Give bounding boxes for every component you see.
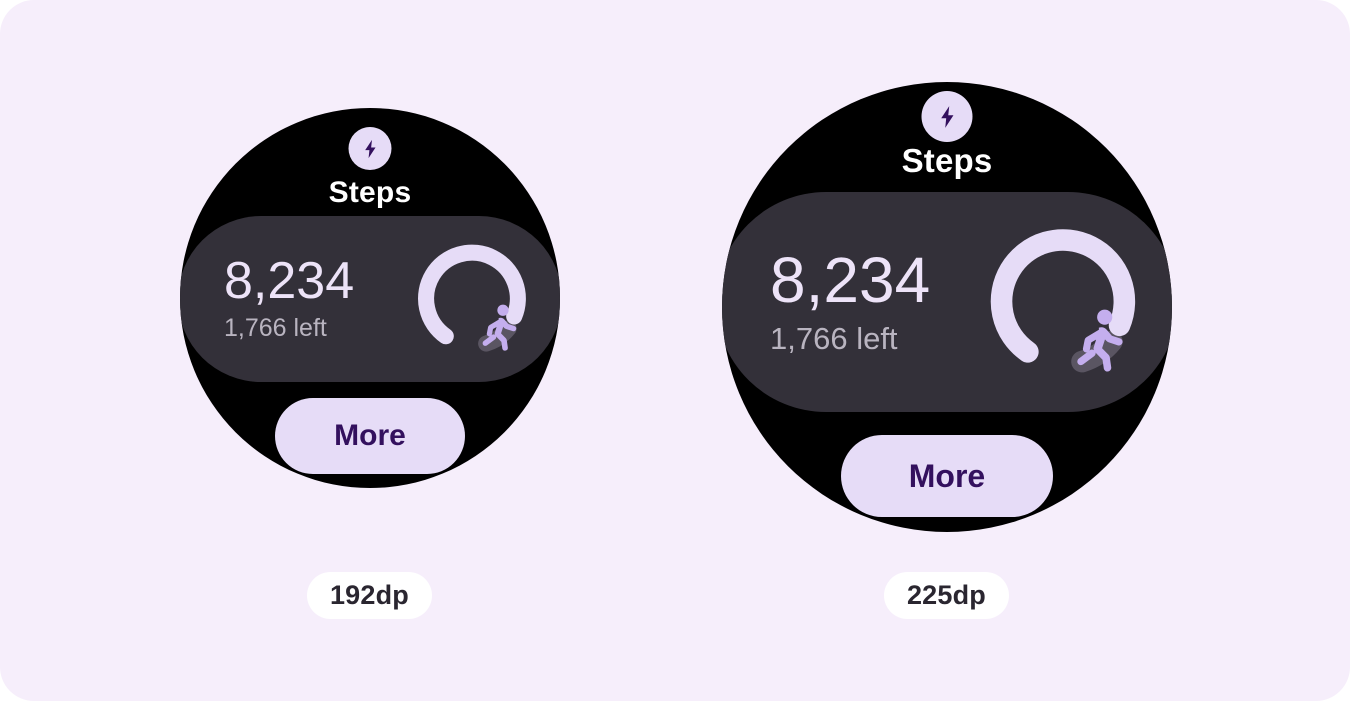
watch-title-text: Steps [328,176,412,209]
bolt-badge [921,91,973,142]
steps-remaining-label: 1,766 left [770,320,898,356]
steps-progress-ring-large [980,219,1146,385]
watch-preview-large: Steps 8,234 1,766 left [722,82,1172,532]
watch-screen-small: Steps 8,234 1,766 left [180,108,560,488]
more-button-label: More [908,457,986,494]
steps-remaining-label: 1,766 left [224,314,327,343]
size-chip-225dp: 225dp [884,572,1009,619]
metric-text-block: 8,234 1,766 left [770,244,980,356]
more-button-small[interactable]: More [275,398,465,474]
more-button-label: More [334,419,406,452]
watch-title-large: Steps [722,142,1172,180]
steps-count-value: 8,234 [770,244,931,317]
steps-metric-card-small[interactable]: 8,234 1,766 left [180,216,560,382]
size-chip-label: 192dp [329,580,410,610]
bolt-icon [359,138,381,160]
steps-metric-card-large[interactable]: 8,234 1,766 left [722,192,1172,412]
more-button-large[interactable]: More [841,435,1053,517]
watch-title-text: Steps [901,142,993,179]
watch-title-small: Steps [180,176,560,210]
size-chip-192dp: 192dp [307,572,432,619]
bolt-icon [934,104,960,130]
watch-screen-large: Steps 8,234 1,766 left [722,82,1172,532]
steps-progress-ring-small [410,237,534,361]
size-chip-label: 225dp [906,580,987,610]
metric-text-block: 8,234 1,766 left [224,255,410,343]
watch-preview-small: Steps 8,234 1,766 left [180,108,560,488]
steps-count-value: 8,234 [224,252,355,311]
bolt-badge [348,127,392,170]
